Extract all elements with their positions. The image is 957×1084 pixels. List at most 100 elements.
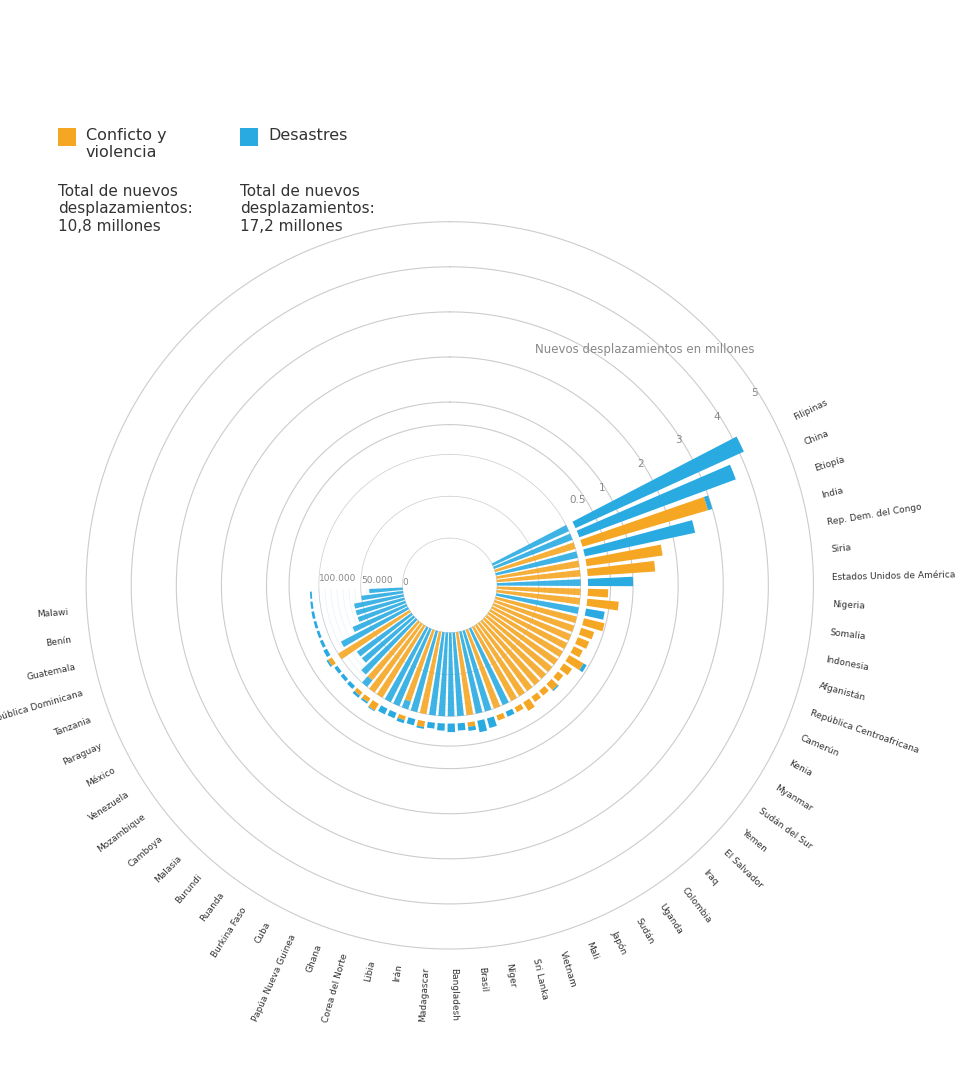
- Text: India: India: [821, 486, 844, 500]
- Polygon shape: [539, 686, 548, 696]
- Polygon shape: [427, 722, 434, 728]
- Polygon shape: [320, 640, 325, 647]
- Polygon shape: [515, 704, 523, 712]
- Polygon shape: [703, 495, 712, 511]
- Polygon shape: [362, 618, 417, 674]
- Polygon shape: [487, 612, 558, 664]
- Polygon shape: [577, 465, 736, 538]
- Polygon shape: [580, 496, 708, 546]
- Polygon shape: [566, 655, 584, 670]
- Text: Mozambique: Mozambique: [96, 812, 147, 854]
- Polygon shape: [491, 606, 568, 649]
- Text: Níger: Níger: [504, 963, 517, 989]
- Text: Malawi: Malawi: [36, 608, 68, 619]
- Text: República Centroafricana: República Centroafricana: [810, 708, 921, 754]
- Polygon shape: [457, 723, 465, 731]
- Text: Ruanda: Ruanda: [198, 890, 226, 924]
- Polygon shape: [393, 628, 432, 706]
- Polygon shape: [495, 542, 575, 572]
- Polygon shape: [358, 601, 406, 622]
- Text: Papúa Nueva Guinea: Papúa Nueva Guinea: [251, 932, 298, 1022]
- Polygon shape: [483, 618, 546, 679]
- Text: Irán: Irán: [392, 964, 403, 983]
- Polygon shape: [334, 666, 342, 673]
- Polygon shape: [437, 723, 445, 731]
- Polygon shape: [405, 630, 434, 701]
- Polygon shape: [496, 593, 579, 614]
- Text: Rep. Dem. del Congo: Rep. Dem. del Congo: [827, 502, 923, 527]
- Polygon shape: [570, 646, 583, 657]
- Polygon shape: [448, 723, 456, 732]
- Polygon shape: [367, 620, 420, 681]
- Polygon shape: [475, 624, 525, 696]
- Text: Sudán del Sur: Sudán del Sur: [757, 805, 814, 850]
- Polygon shape: [531, 693, 541, 702]
- Polygon shape: [496, 552, 578, 576]
- Polygon shape: [497, 713, 505, 721]
- Text: El Salvador: El Salvador: [722, 849, 765, 890]
- Polygon shape: [472, 625, 517, 701]
- Polygon shape: [485, 615, 552, 672]
- Polygon shape: [453, 632, 464, 717]
- Polygon shape: [586, 544, 662, 566]
- Text: Mali: Mali: [584, 941, 599, 962]
- Text: Brasil: Brasil: [477, 966, 488, 992]
- Polygon shape: [456, 632, 473, 715]
- Polygon shape: [497, 590, 580, 605]
- Text: Vietnam: Vietnam: [558, 950, 577, 989]
- Polygon shape: [505, 709, 515, 717]
- Polygon shape: [583, 520, 695, 556]
- Polygon shape: [361, 698, 367, 704]
- Polygon shape: [588, 577, 634, 586]
- Polygon shape: [369, 588, 403, 593]
- Text: Total de nuevos
desplazamientos:
17,2 millones: Total de nuevos desplazamientos: 17,2 mi…: [240, 184, 375, 234]
- FancyBboxPatch shape: [240, 128, 258, 146]
- Text: Bangladesh: Bangladesh: [449, 968, 458, 1021]
- Polygon shape: [469, 628, 509, 705]
- Polygon shape: [429, 632, 445, 715]
- Text: Somalia: Somalia: [829, 628, 866, 641]
- Text: Sudán: Sudán: [634, 916, 656, 945]
- Polygon shape: [579, 628, 594, 640]
- Text: China: China: [803, 429, 831, 448]
- Polygon shape: [492, 525, 569, 566]
- Polygon shape: [338, 610, 411, 659]
- Polygon shape: [354, 688, 363, 696]
- Polygon shape: [579, 663, 587, 672]
- Polygon shape: [398, 714, 406, 720]
- Polygon shape: [388, 710, 396, 719]
- Polygon shape: [369, 622, 423, 693]
- Polygon shape: [354, 594, 404, 608]
- Text: Guatemala: Guatemala: [26, 662, 77, 682]
- Polygon shape: [493, 533, 572, 569]
- Polygon shape: [493, 603, 571, 641]
- Polygon shape: [362, 591, 403, 601]
- Polygon shape: [341, 673, 348, 682]
- Polygon shape: [468, 726, 476, 731]
- Text: Sri Lanka: Sri Lanka: [531, 957, 549, 1001]
- Text: 100.000: 100.000: [319, 575, 356, 583]
- Text: 5: 5: [751, 388, 758, 398]
- Text: Camboya: Camboya: [126, 834, 165, 868]
- Polygon shape: [587, 598, 619, 610]
- Text: 0.5: 0.5: [569, 495, 586, 505]
- Polygon shape: [497, 570, 580, 582]
- Polygon shape: [497, 586, 581, 595]
- Text: 1: 1: [598, 483, 605, 493]
- Polygon shape: [323, 648, 330, 657]
- Polygon shape: [552, 685, 559, 692]
- Polygon shape: [317, 631, 322, 638]
- Text: Yemen: Yemen: [740, 828, 768, 854]
- Text: Burundi: Burundi: [174, 873, 204, 906]
- Polygon shape: [368, 707, 375, 711]
- Polygon shape: [467, 721, 476, 727]
- Text: Corea del Norte: Corea del Norte: [321, 952, 349, 1023]
- Text: 2: 2: [636, 460, 643, 469]
- Text: Siria: Siria: [831, 543, 852, 554]
- Polygon shape: [585, 608, 605, 620]
- Polygon shape: [347, 681, 355, 689]
- Polygon shape: [487, 717, 497, 728]
- Polygon shape: [587, 560, 656, 576]
- Text: México: México: [84, 765, 117, 789]
- Text: Tanzania: Tanzania: [53, 715, 93, 737]
